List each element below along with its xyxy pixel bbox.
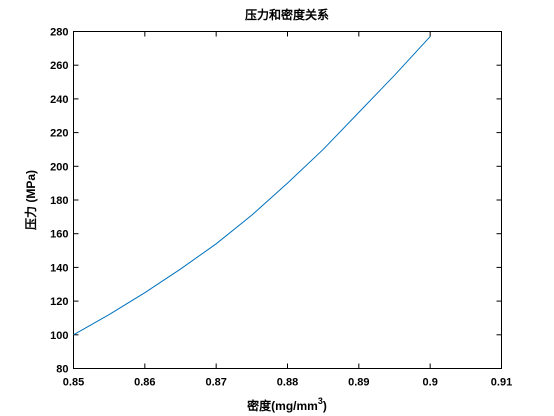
chart-title: 压力和密度关系 [245, 7, 329, 22]
y-tick-label: 280 [50, 27, 68, 39]
series-layer [73, 36, 431, 336]
x-tick-label: 0.86 [134, 377, 155, 389]
x-axis: 0.85 0.86 0.87 0.88 0.89 0.9 0.91 [63, 31, 512, 389]
y-tick-label: 200 [50, 161, 68, 173]
x-tick-label: 0.9 [423, 377, 438, 389]
y-tick-label: 240 [50, 94, 68, 106]
y-tick-label: 100 [50, 330, 68, 342]
x-axis-label-end: ) [323, 399, 327, 413]
axes-box [73, 31, 502, 369]
x-tick-label: 0.91 [491, 377, 512, 389]
y-tick-label: 140 [50, 262, 68, 274]
x-tick-label: 0.87 [205, 377, 226, 389]
y-tick-label: 220 [50, 128, 68, 140]
y-tick-label: 80 [56, 364, 68, 376]
y-tick-label: 120 [50, 296, 68, 308]
y-axis: 80 100 120 140 160 180 200 220 240 260 280 [50, 27, 502, 376]
x-tick-label: 0.89 [348, 377, 369, 389]
x-tick-label: 0.88 [277, 377, 298, 389]
x-axis-label: 密度(mg/mm3) [247, 396, 327, 413]
plot-frame [73, 31, 502, 369]
series-line [73, 36, 431, 336]
y-tick-label: 260 [50, 60, 68, 72]
x-tick-label: 0.85 [63, 377, 84, 389]
y-axis-label: 压力 (MPa) [23, 170, 38, 230]
x-axis-label-superscript: 3 [318, 396, 323, 406]
y-tick-label: 180 [50, 195, 68, 207]
x-axis-label-main: 密度(mg/mm [247, 398, 318, 413]
y-tick-label: 160 [50, 229, 68, 241]
